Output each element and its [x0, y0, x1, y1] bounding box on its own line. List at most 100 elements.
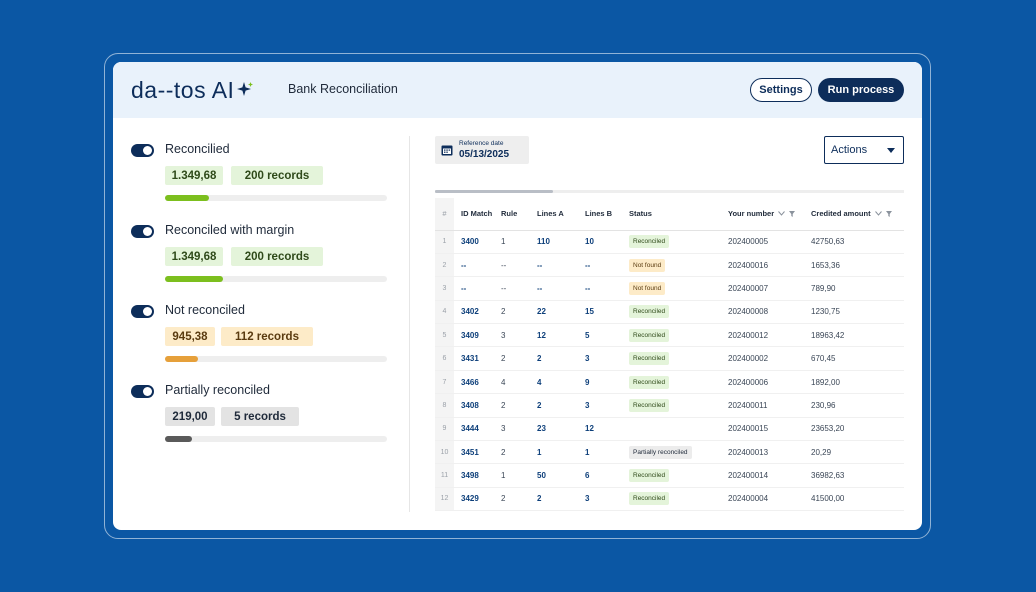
your-number-cell: 202400016 [728, 253, 811, 278]
lines-a-cell: 50 [537, 463, 585, 488]
header-rule[interactable]: Rule [501, 198, 537, 231]
progress-bar [165, 356, 387, 362]
rule-cell: 2 [501, 300, 537, 325]
app-window: da‑‑tos AI Bank Reconciliation Settings … [113, 62, 922, 530]
rule-cell: 4 [501, 370, 537, 395]
scrollbar-thumb[interactable] [435, 190, 553, 193]
actions-dropdown[interactable]: Actions [824, 136, 904, 164]
lines-b-cell: -- [585, 253, 629, 278]
header-status[interactable]: Status [629, 198, 728, 231]
status-cell: Not found [629, 276, 728, 301]
status-cell: Not found [629, 253, 728, 278]
lines-a-cell: 22 [537, 300, 585, 325]
row-number: 2 [435, 253, 454, 278]
id-match-cell: 3408 [454, 393, 501, 418]
row-number: 8 [435, 393, 454, 418]
progress-fill [165, 276, 223, 282]
run-process-button[interactable]: Run process [818, 78, 904, 102]
table-row[interactable]: 1 3400 1 110 10 Reconciled 202400005 42750,63 [435, 230, 904, 254]
filter-icon[interactable] [789, 210, 796, 217]
status-badge: Reconciled [629, 375, 670, 389]
summary-records: 200 records [231, 166, 323, 185]
horizontal-scrollbar[interactable] [435, 190, 904, 193]
status-cell: Reconciled [629, 463, 728, 488]
table-row[interactable]: 12 3429 2 2 3 Reconciled 202400004 41500,00 [435, 487, 904, 512]
rule-cell: 2 [501, 393, 537, 418]
header-credited-amount-label: Credited amount [811, 209, 871, 219]
reference-date-field[interactable]: Reference date 05/13/2025 [435, 136, 529, 164]
chevron-down-icon[interactable] [874, 211, 882, 217]
header-credited-amount[interactable]: Credited amount [811, 198, 904, 231]
rule-cell: 2 [501, 487, 537, 512]
rule-cell: 2 [501, 440, 537, 465]
status-badge: Reconciled [629, 328, 670, 342]
row-number: 9 [435, 417, 454, 442]
rule-cell: 1 [501, 463, 537, 488]
your-number-cell: 202400008 [728, 300, 811, 325]
table-row[interactable]: 5 3409 3 12 5 Reconciled 202400012 18963,42 [435, 323, 904, 348]
table-row[interactable]: 10 3451 2 1 1 Partially reconciled 202400013 20… [435, 440, 904, 465]
table-row[interactable]: 7 3466 4 4 9 Reconciled 202400006 1892,00 [435, 370, 904, 395]
status-cell: Reconciled [629, 393, 728, 418]
summary-amount: 945,38 [165, 327, 215, 346]
table-row[interactable]: 11 3498 1 50 6 Reconciled 202400014 36982,63 [435, 463, 904, 488]
lines-a-cell: 4 [537, 370, 585, 395]
id-match-cell: 3400 [454, 230, 501, 254]
results-table: # ID Match Rule Lines A Lines B Status Y… [435, 198, 904, 512]
results-table-body: 1 3400 1 110 10 Reconciled 202400005 42750,63 2-… [435, 230, 904, 512]
filter-icon[interactable] [885, 210, 892, 217]
id-match-cell: 3402 [454, 300, 501, 325]
table-row[interactable]: 6 3431 2 2 3 Reconciled 202400002 670,45 [435, 346, 904, 371]
lines-a-cell: 2 [537, 487, 585, 512]
toggle-not-reconciled[interactable] [131, 305, 154, 318]
lines-b-cell: 12 [585, 417, 629, 442]
toggle-partially-reconciled[interactable] [131, 385, 154, 398]
progress-fill [165, 195, 210, 201]
table-row[interactable]: 2 -- -- -- -- Not found 202400016 1653,36 [435, 253, 904, 278]
id-match-cell: 3429 [454, 487, 501, 512]
status-badge: Partially reconciled [629, 445, 692, 459]
lines-a-cell: -- [537, 276, 585, 301]
status-badge: Reconciled [629, 352, 670, 366]
logo-text: da‑‑tos AI [131, 76, 235, 103]
progress-fill [165, 436, 192, 442]
id-match-cell: 3444 [454, 417, 501, 442]
rule-cell: 3 [501, 323, 537, 348]
credited-amount-cell: 18963,42 [811, 323, 904, 348]
table-row[interactable]: 4 3402 2 22 15 Reconciled 202400008 1230,75 [435, 300, 904, 325]
table-row[interactable]: 9 3444 3 23 12 202400015 23653,20 [435, 417, 904, 442]
summary-amount: 219,00 [165, 407, 215, 426]
header-id-match[interactable]: ID Match [454, 198, 501, 231]
toggle-reconciled-margin[interactable] [131, 225, 154, 238]
row-number: 12 [435, 487, 454, 512]
header-lines-a[interactable]: Lines A [537, 198, 585, 231]
lines-a-cell: -- [537, 253, 585, 278]
toggle-reconciled[interactable] [131, 144, 154, 157]
header-lines-b[interactable]: Lines B [585, 198, 629, 231]
actions-label: Actions [831, 144, 868, 156]
credited-amount-cell: 1230,75 [811, 300, 904, 325]
your-number-cell: 202400006 [728, 370, 811, 395]
credited-amount-cell: 1892,00 [811, 370, 904, 395]
table-row[interactable]: 8 3408 2 2 3 Reconciled 202400011 230,96 [435, 393, 904, 418]
lines-a-cell: 1 [537, 440, 585, 465]
your-number-cell: 202400012 [728, 323, 811, 348]
outer-frame [104, 53, 931, 539]
credited-amount-cell: 36982,63 [811, 463, 904, 488]
lines-b-cell: 9 [585, 370, 629, 395]
lines-b-cell: 3 [585, 346, 629, 371]
summary-label: Partially reconciled [165, 383, 270, 397]
progress-bar [165, 436, 387, 442]
header-row-number: # [435, 198, 454, 231]
lines-b-cell: 1 [585, 440, 629, 465]
table-row[interactable]: 3 -- -- -- -- Not found 202400007 789,90 [435, 276, 904, 301]
summary-records: 5 records [221, 407, 299, 426]
id-match-cell: -- [454, 253, 501, 278]
lines-a-cell: 2 [537, 346, 585, 371]
chevron-down-icon[interactable] [778, 211, 786, 217]
header-your-number[interactable]: Your number [728, 198, 811, 231]
app-header: da‑‑tos AI Bank Reconciliation Settings … [113, 62, 922, 118]
summary-label: Not reconciled [165, 303, 245, 317]
settings-button[interactable]: Settings [750, 78, 812, 102]
table-header-row: # ID Match Rule Lines A Lines B Status Y… [435, 198, 904, 231]
